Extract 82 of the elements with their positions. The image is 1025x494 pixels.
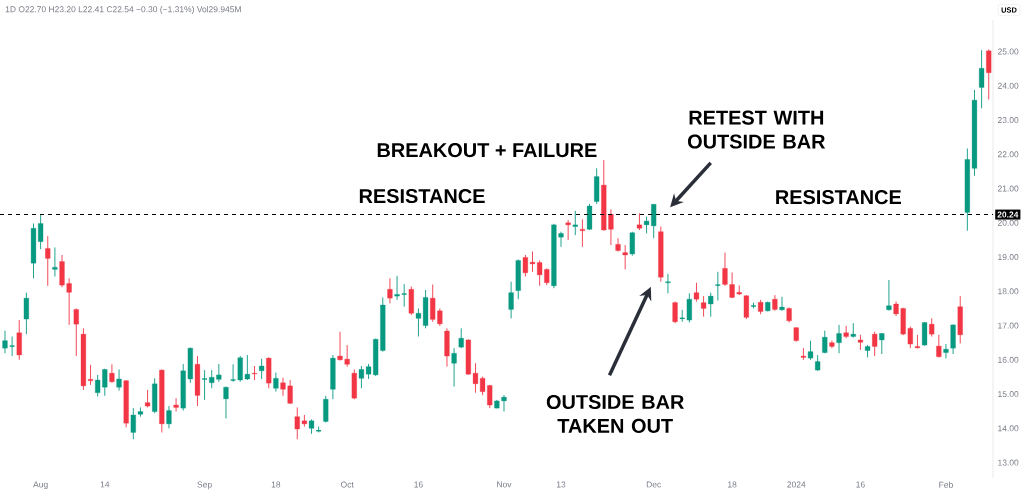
- candlestick: [879, 332, 885, 355]
- candlestick: [73, 307, 79, 357]
- candlestick: [743, 294, 749, 320]
- candlestick: [986, 49, 992, 100]
- candlestick: [886, 279, 892, 311]
- candlestick: [9, 336, 16, 357]
- annotation: OUTSIDE BAR TAKEN OUT: [546, 394, 684, 433]
- candlestick: [914, 334, 921, 349]
- candlestick: [665, 273, 671, 294]
- y-tick-label: 22.00: [997, 151, 1019, 158]
- candlestick: [259, 358, 265, 380]
- annotation: RESISTANCE: [776, 190, 902, 205]
- candlestick: [579, 218, 585, 248]
- x-tick-label: 16: [414, 481, 423, 488]
- candlestick: [251, 365, 258, 381]
- candlestick: [16, 319, 22, 361]
- x-tick-label: 13: [556, 481, 566, 488]
- candlestick: [572, 210, 578, 236]
- annotation: BREAKOUT + FAILURE: [377, 143, 597, 158]
- candlestick: [565, 219, 571, 241]
- candlestick: [166, 405, 172, 429]
- candlestick: [779, 296, 785, 312]
- candlestick: [872, 331, 878, 357]
- x-tick-label: Oct: [340, 481, 354, 488]
- candlestick: [223, 386, 229, 419]
- candlestick: [116, 368, 122, 392]
- ref-line-label: 20.24: [997, 211, 1019, 218]
- candlestick: [950, 324, 956, 355]
- candlestick: [387, 277, 393, 304]
- candlestick: [451, 347, 457, 387]
- candlestick: [979, 49, 985, 109]
- x-tick-label: 18: [271, 481, 281, 488]
- candlestick: [701, 295, 707, 318]
- y-tick-label: 19.00: [998, 254, 1019, 261]
- candlestick: [394, 275, 400, 301]
- candlestick: [929, 317, 935, 337]
- candlestick: [109, 363, 115, 384]
- y-tick-label: 17.00: [998, 322, 1019, 329]
- candlestick: [23, 292, 29, 335]
- x-tick-label: Aug: [33, 481, 48, 490]
- candlestick: [714, 271, 721, 301]
- y-tick-label: 18.00: [998, 288, 1019, 295]
- candlestick: [273, 372, 279, 393]
- candlestick: [508, 281, 514, 319]
- candlestick: [622, 244, 628, 270]
- y-tick-label: 16.00: [998, 356, 1019, 363]
- candlestick: [586, 203, 593, 231]
- candlestick: [693, 282, 700, 303]
- y-tick-label: 24.00: [997, 82, 1019, 89]
- candlestick: [173, 397, 179, 412]
- y-tick-label: 14.00: [998, 425, 1019, 432]
- x-tick-label: Sep: [197, 481, 212, 490]
- y-tick-label: 15.00: [998, 391, 1019, 398]
- x-tick-label: Feb: [939, 481, 953, 488]
- candlestick: [52, 247, 58, 278]
- candlestick: [807, 340, 814, 361]
- y-tick-label: 13.00: [998, 459, 1019, 466]
- candlestick: [800, 347, 806, 361]
- annotation: RESISTANCE: [359, 189, 485, 204]
- candlestick: [708, 292, 714, 318]
- x-tick-label: 14: [100, 481, 110, 488]
- candlestick: [201, 369, 208, 401]
- candlestick: [408, 286, 414, 316]
- y-tick-label: 20.00: [997, 219, 1019, 226]
- candlestick: [401, 283, 408, 308]
- annotation: RETEST WITH OUTSIDE BAR: [687, 110, 826, 149]
- x-tick-label: Dec: [646, 481, 661, 488]
- candlestick: [45, 235, 51, 287]
- x-tick-label: Nov: [497, 481, 512, 488]
- candlestick: [2, 330, 8, 354]
- candlestick: [943, 343, 949, 359]
- candlestick: [615, 237, 621, 253]
- x-tick-label: 16: [856, 481, 865, 488]
- y-tick-label: 25.00: [997, 48, 1019, 55]
- x-tick-label: 18: [728, 481, 737, 488]
- candlestick: [323, 395, 329, 423]
- x-tick-label: 2024: [787, 481, 806, 488]
- candlestick: [922, 321, 928, 347]
- candlestick: [836, 324, 842, 354]
- chart-subtitle: 1D O22.70 H23.20 L22.41 C22.54 −0.30 (−1.31%) Vol29.945M: [5, 6, 241, 14]
- y-tick-label: 23.00: [997, 117, 1019, 124]
- y-tick-label: 21.00: [997, 185, 1019, 192]
